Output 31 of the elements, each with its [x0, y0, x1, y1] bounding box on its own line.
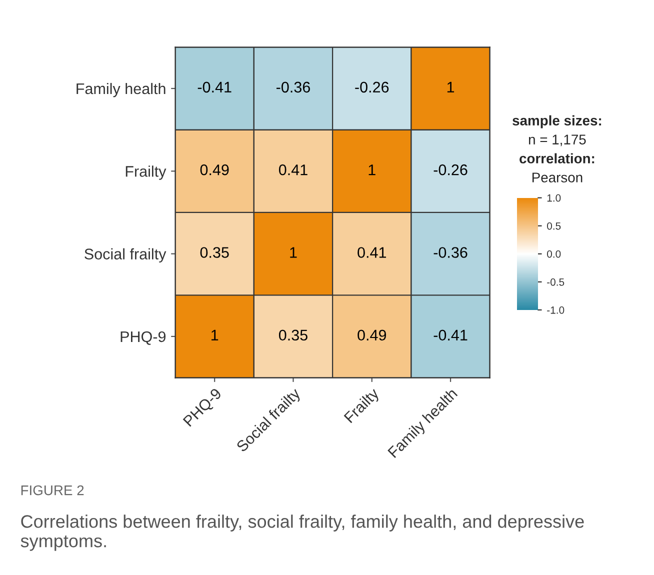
color-bar-label: 1.0 [547, 194, 561, 202]
data-label: -0.36 [276, 82, 310, 93]
text: Correlations between frailty, social frailty, family health, and depressive symptoms. [20, 514, 584, 551]
data-label: -0.36 [434, 247, 468, 258]
data-label: 1 [290, 247, 297, 258]
y-tick-label: Social frailty [84, 248, 166, 262]
data-label: -0.26 [355, 82, 389, 93]
data-label: 0.41 [358, 247, 386, 258]
y-tick-label: PHQ-9 [120, 331, 166, 345]
caption: FIGURE 2 [21, 485, 84, 496]
data-label: -0.41 [434, 330, 468, 341]
color-bar-label: -0.5 [547, 278, 564, 286]
color-bar-label: 0.0 [547, 250, 561, 258]
color-bar-label: -1.0 [547, 306, 564, 314]
data-label: -0.41 [198, 82, 232, 93]
data-label: 0.41 [278, 164, 308, 176]
data-label: 0.35 [200, 247, 229, 258]
color-bar-label: 0.5 [547, 222, 561, 230]
text: correlation: [520, 153, 594, 164]
data-label: 1 [212, 330, 218, 340]
data-label: 1 [368, 164, 376, 176]
data-label: 0.35 [278, 330, 308, 341]
y-tick-label: Family health [76, 82, 166, 98]
text: n = 1,175 [528, 134, 586, 146]
text: Pearson [532, 172, 582, 182]
y-tick-label: Frailty [126, 166, 166, 180]
data-label: 1 [447, 82, 454, 92]
data-label: 0.49 [200, 164, 229, 176]
text: sample sizes: [512, 115, 602, 128]
data-label: -0.26 [434, 164, 468, 176]
data-label: 0.49 [358, 330, 386, 341]
